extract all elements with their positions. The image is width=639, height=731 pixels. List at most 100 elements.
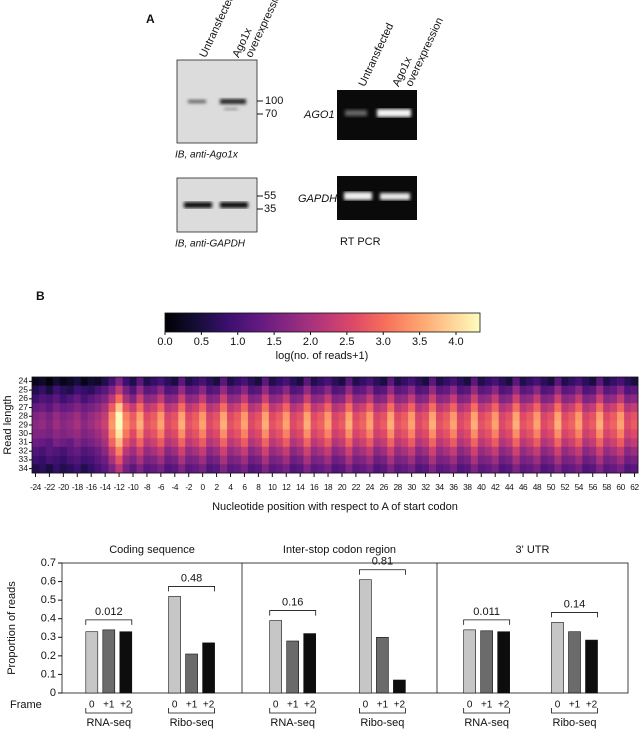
heatmap-cell <box>275 385 284 395</box>
heatmap-cell <box>610 464 618 474</box>
heatmap-cell <box>73 411 82 421</box>
heatmap-cell <box>394 429 402 439</box>
heatmap-cell <box>345 411 353 421</box>
x-tick-label: 30 <box>407 482 416 492</box>
heatmap-cell <box>108 394 116 404</box>
heatmap-cell <box>227 377 235 387</box>
heatmap-cell <box>540 464 548 474</box>
heatmap-cell <box>505 438 513 448</box>
heatmap-cell <box>164 420 172 430</box>
heatmap-cell <box>185 438 193 448</box>
heatmap-cell <box>289 438 297 448</box>
heatmap-cell <box>442 420 451 430</box>
heatmap-cell <box>199 429 207 439</box>
heatmap-cell <box>247 420 256 430</box>
heatmap-cell <box>45 377 54 387</box>
frame-tick-label: +2 <box>394 700 406 711</box>
heatmap-cell <box>401 438 409 448</box>
heatmap-cell <box>240 411 249 421</box>
heatmap-cell <box>240 385 249 395</box>
heatmap-cell <box>505 411 513 421</box>
heatmap-cell <box>610 429 618 439</box>
heatmap-cell <box>143 385 151 395</box>
heatmap-cell <box>52 420 61 430</box>
heatmap-cell <box>254 438 263 448</box>
heatmap-cell <box>282 411 291 421</box>
heatmap-cell <box>463 403 472 413</box>
heatmap-cell <box>589 420 597 430</box>
heatmap-cell <box>463 455 472 465</box>
heatmap-cell <box>561 429 569 439</box>
heatmap-cell <box>394 438 402 448</box>
heatmap-cell <box>463 438 472 448</box>
heatmap-cell <box>442 446 451 456</box>
heatmap-cell <box>449 385 458 395</box>
heatmap-cell <box>178 420 186 430</box>
heatmap-cell <box>52 394 61 404</box>
heatmap-cell <box>268 455 277 465</box>
heatmap-cell <box>254 385 263 395</box>
heatmap-cell <box>115 377 123 387</box>
heatmap-cell <box>373 464 381 474</box>
heatmap-cell <box>596 446 604 456</box>
heatmap-cell <box>234 455 242 465</box>
heatmap-cell <box>171 385 179 395</box>
blot-bands <box>188 99 246 110</box>
bar <box>463 629 476 694</box>
group-label: Ribo-seq <box>360 717 404 729</box>
heatmap-cell <box>220 438 228 448</box>
heatmap-cell <box>234 385 242 395</box>
heatmap-cell <box>220 377 228 387</box>
heatmap-cell <box>275 429 284 439</box>
heatmap-cell <box>422 438 430 448</box>
heatmap-cell <box>38 455 47 465</box>
heatmap-cell <box>275 455 284 465</box>
heatmap-cell <box>185 403 193 413</box>
heatmap-cell <box>247 455 256 465</box>
heatmap-cell <box>484 438 493 448</box>
heatmap-cell <box>582 411 590 421</box>
y-tick-label: 0.6 <box>41 575 56 587</box>
heatmap-cell <box>122 429 130 439</box>
heatmap-cell <box>178 429 186 439</box>
heatmap-cell <box>554 464 562 474</box>
heatmap-cell <box>247 377 256 387</box>
heatmap-cell <box>240 429 249 439</box>
heatmap-cell <box>512 446 520 456</box>
heatmap-cell <box>59 385 68 395</box>
heatmap-cell <box>101 464 109 474</box>
heatmap-cell <box>240 446 249 456</box>
heatmap-cell <box>561 385 569 395</box>
heatmap-cell <box>429 446 437 456</box>
heatmap-cell <box>45 394 54 404</box>
heatmap-cell <box>52 455 61 465</box>
y-tick-label: 0 <box>50 687 56 699</box>
heatmap-cell <box>401 464 409 474</box>
heatmap-cell <box>331 377 339 387</box>
heatmap-cell <box>115 455 123 465</box>
heatmap-cell <box>610 377 618 387</box>
heatmap-cell <box>254 455 263 465</box>
heatmap-cell <box>401 455 409 465</box>
heatmap-cell <box>73 420 82 430</box>
heatmap-cell <box>345 438 353 448</box>
heatmap-cell <box>275 446 284 456</box>
heatmap-cell <box>617 464 625 474</box>
heatmap-cell <box>94 403 102 413</box>
heatmap-cell <box>603 464 611 474</box>
heatmap-cell <box>380 464 388 474</box>
heatmap-cell <box>157 403 165 413</box>
heatmap-cell <box>73 385 82 395</box>
x-tick-label: 62 <box>630 482 639 492</box>
heatmap-cell <box>303 394 311 404</box>
heatmap-cell <box>366 377 374 387</box>
heatmap-cell <box>429 377 437 387</box>
heatmap-cell <box>143 429 151 439</box>
blot-caption: IB, anti-GAPDH <box>175 239 246 250</box>
heatmap-cell <box>220 385 228 395</box>
heatmap-cell <box>575 429 583 439</box>
heatmap-cell <box>415 438 423 448</box>
heatmap-cell <box>491 394 499 404</box>
heatmap-cell <box>87 394 95 404</box>
heatmap-cell <box>261 438 270 448</box>
